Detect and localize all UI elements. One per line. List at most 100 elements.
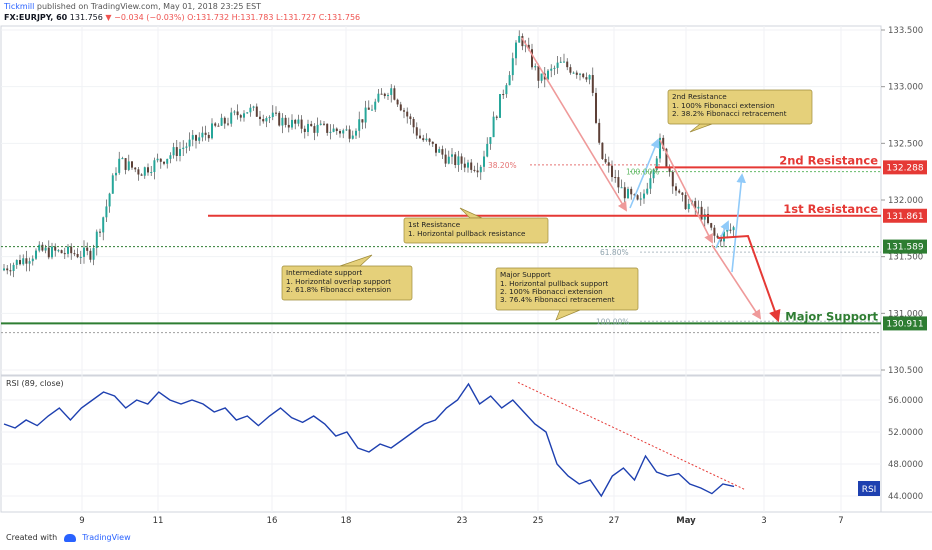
candle-body (563, 61, 565, 63)
candle-body (105, 206, 108, 218)
candle-body (684, 194, 687, 210)
candle-body (291, 119, 293, 128)
price-tick-label: 133.500 (888, 26, 923, 36)
published-text: published on TradingView.com, May 01, 20… (36, 2, 262, 11)
candle-body (383, 93, 386, 97)
callout-line: 2. 61.8% Fibonacci extension (286, 285, 391, 294)
candle-body (15, 260, 18, 265)
candle-body (76, 254, 79, 258)
candle-body (492, 116, 495, 138)
candle-body (572, 72, 575, 74)
candle-body (515, 42, 517, 59)
rsi-line[interactable] (3, 382, 735, 498)
last-price: 131.756 (69, 13, 103, 22)
candle-body (531, 49, 533, 68)
callout-box (281, 265, 413, 301)
candle-body (79, 256, 82, 258)
candle-body (31, 258, 34, 262)
candle-body (499, 94, 501, 118)
candle-body (297, 119, 300, 124)
price-change: −0.034 (−0.03%) (114, 13, 185, 22)
candle-body (511, 58, 514, 76)
candle-body (444, 154, 447, 164)
candle-body (137, 169, 140, 175)
candle-body (131, 161, 133, 168)
projection-arrow (717, 234, 781, 323)
candle-body (239, 115, 242, 118)
candle-body (355, 130, 357, 136)
candle-body (495, 116, 498, 118)
candle-body (627, 188, 629, 199)
fib-arrow-blue (731, 173, 746, 273)
time-tick-label: 3 (761, 516, 766, 526)
candle-body (335, 128, 338, 132)
symbol-name[interactable]: FX:EURJPY, 60 (4, 13, 68, 22)
price-tick-label: 133.000 (888, 83, 923, 93)
candle-body (175, 147, 178, 156)
candle-body (230, 112, 233, 124)
candle-body (227, 123, 229, 125)
candle-body (294, 119, 297, 124)
candle-body (159, 158, 162, 162)
candle-body (415, 127, 418, 136)
candle-body (390, 88, 393, 95)
candle-body (377, 93, 380, 102)
rsi-tick-label: 52.0000 (888, 428, 923, 438)
candle-body (188, 139, 191, 147)
candle-body (329, 131, 332, 133)
candle-body (198, 137, 201, 141)
candle-body (86, 247, 89, 251)
candle-body (83, 247, 85, 257)
candle-body (271, 112, 274, 118)
price-tick-label: 131.000 (888, 309, 923, 319)
candle-body (671, 171, 674, 187)
fib-arrow-blue (629, 138, 660, 209)
callout-line: 1. Horizontal pullback resistance (408, 229, 526, 238)
candle-body (547, 70, 549, 80)
candle-body (723, 231, 725, 242)
candle-body (431, 141, 434, 144)
candle-body (617, 177, 620, 188)
candle-body (502, 94, 505, 96)
candle-body (127, 161, 130, 170)
publisher-link[interactable]: Tickmill (4, 2, 35, 11)
major-support-label: Major Support (785, 309, 878, 323)
candle-body (236, 111, 239, 116)
candle-body (124, 158, 127, 170)
candle-body (307, 123, 309, 132)
candle-body (454, 154, 457, 166)
candle-body (201, 132, 204, 138)
tradingview-link[interactable]: TradingView (82, 533, 131, 542)
candle-body (275, 112, 277, 114)
candle-body (22, 258, 25, 265)
candle-body (393, 88, 396, 100)
symbol-legend: FX:EURJPY, 60 131.756 ▼ −0.034 (−0.03%) … (4, 13, 360, 22)
candle-body (303, 128, 306, 132)
fib-100a-label: 100.00% (626, 168, 659, 177)
candle-body (662, 137, 665, 149)
candle-body (217, 125, 220, 127)
footer: Created with TradingView (6, 533, 131, 542)
candle-body (486, 143, 489, 157)
candle-body (220, 117, 223, 126)
candle-body (323, 123, 325, 125)
candle-body (409, 116, 412, 120)
down-arrow-icon: ▼ (105, 13, 112, 22)
candle-body (118, 158, 121, 173)
time-tick-label: 11 (153, 516, 164, 526)
candle-body (169, 155, 172, 159)
callout-box (495, 267, 639, 311)
candle-body (195, 135, 197, 141)
candle-body (479, 166, 482, 173)
candle-body (380, 93, 383, 95)
candle-body (351, 135, 354, 139)
candle-body (476, 170, 479, 173)
first-resistance-tag-value: 131.861 (886, 212, 923, 222)
candle-body (553, 67, 556, 69)
candle-body (623, 187, 626, 199)
